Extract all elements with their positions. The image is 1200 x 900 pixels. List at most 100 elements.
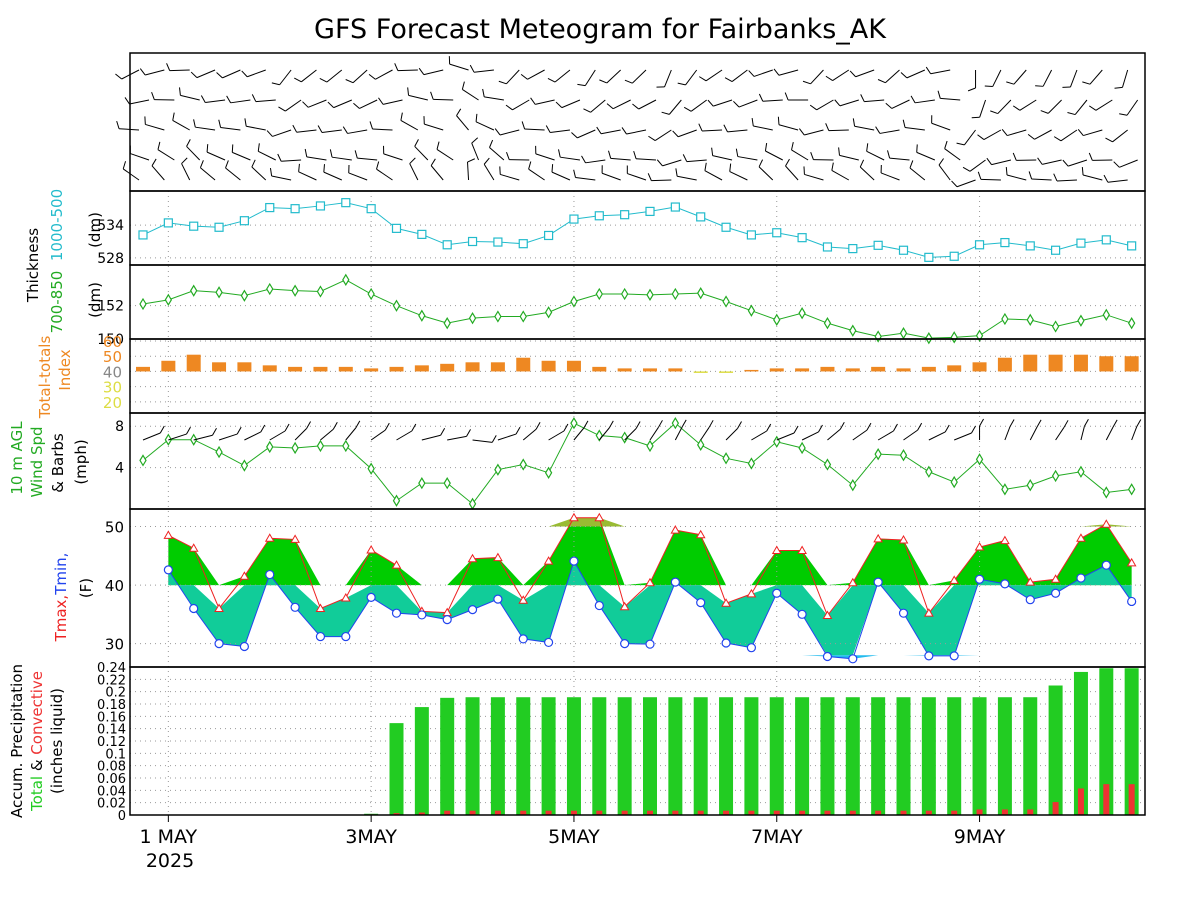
precip-conv-bar — [976, 809, 983, 815]
precip-conv-bar — [1052, 802, 1059, 815]
upper-wind-barb — [1047, 99, 1062, 114]
tmax-point — [163, 530, 174, 539]
data-point — [391, 223, 402, 233]
tmin-point — [746, 643, 757, 653]
precip-conv-bar — [723, 810, 730, 815]
upper-wind-barb — [281, 159, 302, 162]
upper-wind-barb-flag — [369, 121, 374, 130]
precip-conv-bar — [520, 810, 527, 815]
upper-wind-barb — [500, 173, 520, 181]
panel-frame-th850 — [129, 264, 1146, 340]
y-tick-label: 40 — [103, 363, 122, 381]
tmax-point — [746, 588, 757, 598]
wind-barb-flag — [1136, 419, 1142, 427]
upper-wind-barb — [180, 94, 200, 101]
tt-bar — [212, 362, 227, 372]
precip-unit-label: (inches liquid) — [48, 688, 66, 794]
wind-barb-flag — [1112, 419, 1118, 428]
upper-wind-barb — [1083, 129, 1103, 137]
upper-wind-barb-flag — [345, 79, 354, 84]
wind-barb-flag — [236, 426, 242, 435]
upper-wind-barb-flag — [257, 143, 260, 152]
data-point — [848, 244, 858, 254]
y-tick-label: 4 — [115, 461, 124, 477]
data-point — [342, 273, 350, 286]
upper-wind-barb-flag — [151, 158, 157, 167]
precip-total-label: Total — [28, 776, 46, 812]
precip-conv-bar — [773, 810, 780, 815]
upper-wind-barb-flag — [784, 92, 789, 101]
upper-wind-barb — [527, 69, 545, 80]
tt-bar — [1023, 354, 1038, 372]
upper-wind-barb-flag — [1062, 159, 1069, 167]
data-point — [874, 330, 882, 343]
upper-wind-barb-flag — [798, 128, 805, 136]
upper-wind-barb — [879, 129, 900, 134]
tmax-point — [619, 601, 630, 611]
data-point — [925, 332, 933, 345]
upper-wind-barb — [705, 69, 723, 82]
wind-barb-flag — [1036, 419, 1042, 428]
panel-frame-thick — [129, 190, 1146, 266]
upper-wind-barb — [151, 165, 165, 181]
upper-wind-barb — [753, 125, 773, 131]
precip-total-bar — [1048, 685, 1063, 815]
wind-barb-flag — [159, 425, 165, 434]
upper-wind-barb-flag — [430, 158, 436, 166]
data-point — [519, 458, 527, 471]
tmin-label: Tmin, — [52, 553, 70, 596]
upper-wind-barb-flag — [1082, 81, 1091, 85]
wind-barb-flag — [1063, 420, 1069, 428]
tmin-point — [620, 638, 630, 649]
wind-barb-flag — [583, 420, 589, 429]
upper-wind-barb — [1031, 178, 1052, 181]
upper-wind-barb — [247, 69, 266, 78]
data-point — [722, 295, 730, 308]
wind-barb-flag — [866, 422, 872, 431]
upper-wind-barb-flag — [825, 123, 830, 131]
upper-wind-barb-flag — [277, 153, 282, 162]
wind-barb — [928, 431, 946, 441]
upper-wind-barb — [333, 99, 352, 109]
upper-wind-barb — [1056, 179, 1077, 182]
upper-wind-barb-flag — [319, 77, 328, 83]
upper-wind-barb — [654, 129, 672, 141]
upper-wind-barb-flag — [1005, 167, 1008, 176]
tmin-point — [239, 641, 249, 652]
upper-wind-barb — [144, 69, 165, 76]
data-point — [189, 221, 199, 231]
wind-barb-flag — [332, 422, 338, 430]
upper-wind-barb — [804, 173, 824, 181]
tmin-point — [290, 602, 300, 612]
tt-bar — [719, 371, 734, 373]
data-point — [899, 327, 908, 340]
upper-wind-barb-flag — [810, 152, 814, 160]
upper-wind-barb-flag — [875, 126, 881, 134]
x-tick-label: 3MAY — [345, 826, 397, 848]
data-point — [494, 310, 502, 323]
upper-wind-barb-flag — [675, 168, 678, 177]
tmin-point — [898, 608, 909, 618]
precip-conv-bar — [647, 810, 653, 815]
upper-wind-barb-flag — [986, 157, 992, 165]
tmax-point — [569, 512, 579, 522]
data-point — [747, 304, 756, 317]
upper-wind-barb — [456, 115, 469, 131]
tt-bar — [516, 357, 531, 372]
upper-wind-barb — [991, 159, 1012, 166]
upper-wind-barb-flag — [409, 157, 416, 164]
upper-wind-barb-flag — [764, 143, 768, 152]
data-point — [772, 228, 782, 238]
upper-wind-barb-flag — [938, 158, 944, 166]
wind-barb-flag — [355, 420, 361, 429]
tt-bar — [947, 365, 962, 372]
data-point — [190, 284, 198, 297]
tmax-point — [670, 525, 681, 534]
data-point — [898, 245, 909, 255]
wind-barb — [396, 430, 413, 441]
data-point — [849, 324, 857, 337]
upper-wind-barb-flag — [971, 116, 980, 119]
data-point — [392, 494, 401, 507]
panel-frame-wind — [129, 52, 1146, 192]
